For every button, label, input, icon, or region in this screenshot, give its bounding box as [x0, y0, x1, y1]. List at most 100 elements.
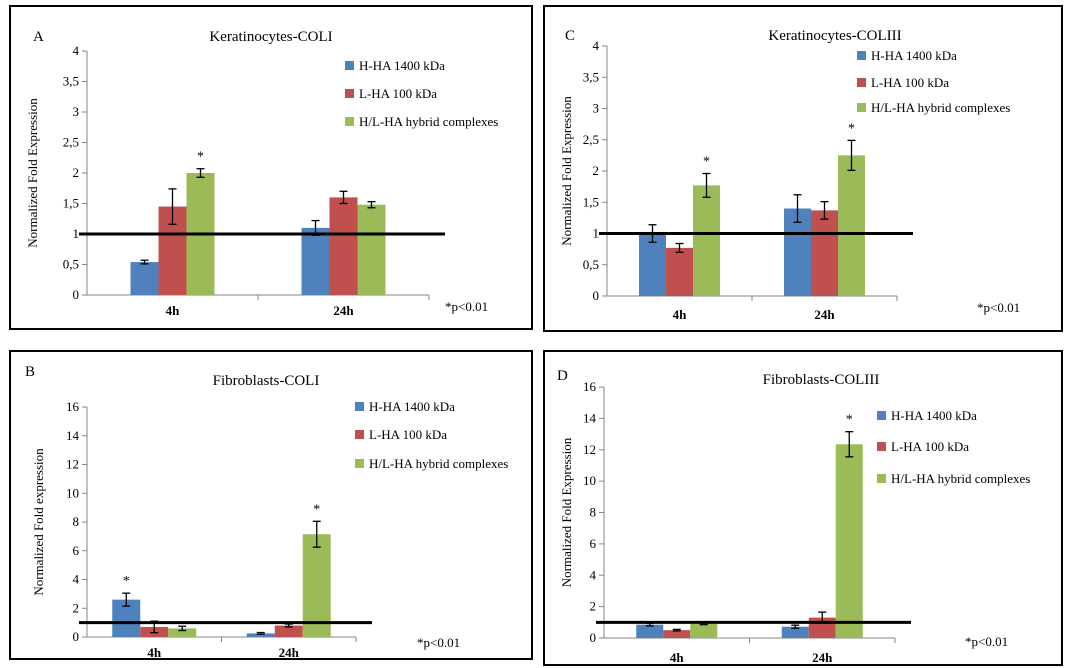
legend-label: L-HA 100 kDa [891, 439, 969, 454]
significance-star: * [703, 155, 710, 170]
y-tick-label: 14 [66, 428, 80, 443]
y-axis-label: Normalized Fold Expression [25, 98, 40, 248]
chart-title: Fibroblasts-COLI [213, 373, 320, 389]
legend-label: L-HA 100 kDa [359, 86, 437, 101]
y-tick-label: 4 [73, 43, 80, 58]
y-tick-label: 2 [593, 163, 600, 178]
legend-swatch [857, 103, 866, 112]
legend-swatch [345, 61, 354, 70]
y-tick-label: 0 [73, 629, 80, 644]
legend-label: L-HA 100 kDa [871, 75, 949, 90]
x-tick-label: 4h [147, 645, 162, 660]
bar [130, 262, 159, 295]
x-tick-label: 24h [814, 307, 835, 322]
legend-label: H-HA 1400 kDa [871, 48, 957, 63]
y-tick-label: 10 [583, 473, 596, 488]
y-tick-label: 0,5 [583, 257, 599, 272]
significance-star: * [846, 413, 853, 428]
panel-b: B Fibroblasts-COLI Normalized Fold express… [9, 350, 533, 660]
chart-title: Fibroblasts-COLIII [763, 372, 880, 388]
y-tick-label: 1 [73, 226, 80, 241]
bar [663, 630, 691, 638]
chart-b: B Fibroblasts-COLI Normalized Fold express… [25, 364, 508, 660]
legend-swatch [857, 78, 866, 87]
significance-star: * [123, 574, 130, 589]
panel-letter: C [565, 28, 575, 44]
x-tick-label: 4h [166, 303, 181, 318]
y-tick-label: 12 [66, 457, 79, 472]
legend-swatch [355, 402, 364, 411]
legend-label: H/L-HA hybrid complexes [359, 114, 498, 129]
panel-a: A Keratinocytes-COLI Normalized Fold Expre… [9, 5, 533, 330]
y-axis-label: Normalized Fold expression [31, 448, 46, 596]
x-tick-label: 24h [812, 650, 833, 665]
legend-label: H-HA 1400 kDa [359, 58, 445, 73]
y-tick-label: 3,5 [583, 69, 599, 84]
y-axis-label: Normalized Fold Expression [559, 437, 574, 587]
chart-c: C Keratinocytes-COLIII Normalized Fold Exp… [559, 28, 1020, 322]
y-tick-label: 12 [583, 442, 596, 457]
panel-letter: B [25, 364, 35, 380]
y-tick-label: 4 [590, 567, 597, 582]
x-tick-label: 24h [333, 303, 354, 318]
bar [838, 155, 865, 296]
panel-d: D Fibroblasts-COLIII Normalized Fold Expre… [543, 350, 1063, 666]
y-tick-label: 8 [590, 505, 597, 520]
legend-swatch [355, 430, 364, 439]
y-tick-label: 3 [593, 101, 600, 116]
y-tick-label: 0 [590, 630, 597, 645]
y-tick-label: 4 [73, 572, 80, 587]
significance-note: *p<0.01 [417, 635, 460, 650]
y-tick-label: 3,5 [63, 74, 79, 89]
legend-swatch [345, 117, 354, 126]
chart-d: D Fibroblasts-COLIII Normalized Fold Expre… [557, 368, 1030, 665]
legend-label: H-HA 1400 kDa [369, 399, 455, 414]
bar [811, 210, 838, 296]
y-tick-label: 1 [593, 226, 600, 241]
bar [693, 185, 720, 296]
legend-swatch [355, 459, 364, 468]
y-tick-label: 2,5 [583, 132, 599, 147]
legend-swatch [345, 89, 354, 98]
legend-label: H/L-HA hybrid complexes [891, 471, 1030, 486]
bar [639, 233, 666, 296]
significance-note: *p<0.01 [977, 300, 1020, 315]
panel-letter: D [557, 368, 568, 384]
y-tick-label: 2,5 [63, 135, 79, 150]
bar [690, 623, 718, 638]
y-tick-label: 2 [73, 600, 80, 615]
y-tick-label: 0 [73, 287, 80, 302]
legend-label: H-HA 1400 kDa [891, 408, 977, 423]
y-tick-label: 6 [590, 536, 597, 551]
bar [302, 534, 331, 637]
y-tick-label: 2 [73, 165, 80, 180]
bar [784, 208, 811, 296]
x-tick-label: 4h [670, 650, 685, 665]
legend-swatch [877, 442, 886, 451]
bar [246, 633, 275, 637]
bar [636, 624, 664, 638]
legend-swatch [857, 51, 866, 60]
bar [329, 197, 358, 295]
bar [781, 626, 809, 638]
panel-c: C Keratinocytes-COLIII Normalized Fold Exp… [543, 5, 1063, 332]
significance-note: *p<0.01 [965, 634, 1008, 649]
y-tick-label: 4 [593, 38, 600, 53]
y-tick-label: 3 [73, 104, 80, 119]
y-tick-label: 16 [583, 379, 597, 394]
bar [666, 247, 693, 296]
legend-swatch [877, 411, 886, 420]
legend-label: L-HA 100 kDa [369, 427, 447, 442]
significance-note: *p<0.01 [445, 299, 488, 314]
chart-title: Keratinocytes-COLIII [768, 28, 901, 44]
y-tick-label: 1,5 [583, 194, 599, 209]
legend-swatch [877, 474, 886, 483]
panel-letter: A [33, 29, 44, 45]
bar [835, 444, 863, 638]
significance-star: * [313, 502, 320, 517]
y-tick-label: 0,5 [63, 257, 79, 272]
bar [274, 625, 303, 637]
significance-star: * [848, 121, 855, 136]
y-tick-label: 16 [66, 399, 80, 414]
chart-a: A Keratinocytes-COLI Normalized Fold Expre… [25, 29, 498, 318]
